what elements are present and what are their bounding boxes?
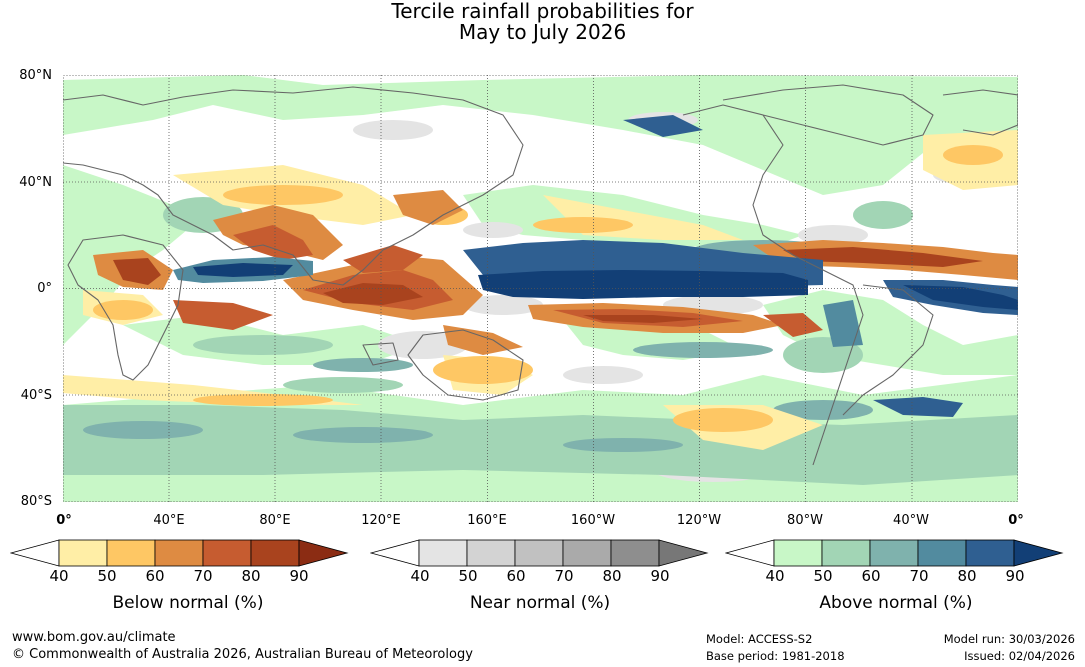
above-tick: 60 xyxy=(861,567,881,585)
lon-label-120w: 120°W xyxy=(676,513,722,528)
above-colorbar-segment xyxy=(917,539,967,567)
near-colorbar-segment xyxy=(514,539,564,567)
model-name: Model: ACCESS-S2 xyxy=(706,632,813,646)
above-tick: 50 xyxy=(813,567,833,585)
lat-label-80n: 80°N xyxy=(19,68,52,83)
near-tick: 90 xyxy=(650,567,670,585)
below-colorbar-segment xyxy=(106,539,156,567)
below-tick: 90 xyxy=(289,567,309,585)
near-tick: 70 xyxy=(554,567,574,585)
above-tick: 90 xyxy=(1005,567,1025,585)
source-url: www.bom.gov.au/climate xyxy=(12,630,176,645)
chart-title-line2: May to July 2026 xyxy=(458,20,627,44)
copyright: © Commonwealth of Australia 2026, Austra… xyxy=(12,647,473,662)
below-tick: 50 xyxy=(97,567,117,585)
near-normal-colorbar xyxy=(370,539,709,567)
lon-label-160e: 160°E xyxy=(467,513,507,528)
above-tick: 40 xyxy=(765,567,785,585)
lon-label-120e: 120°E xyxy=(361,513,401,528)
near-normal-label: Near normal (%) xyxy=(469,593,611,613)
above-colorbar-high-arrow xyxy=(1013,539,1064,567)
near-colorbar-segment xyxy=(418,539,468,567)
model-run-date: Model run: 30/03/2026 xyxy=(943,632,1075,646)
lon-label-80w: 80°W xyxy=(787,513,823,528)
above-colorbar-segment xyxy=(821,539,871,567)
lat-label-40n: 40°N xyxy=(19,175,52,190)
below-colorbar-segment xyxy=(154,539,204,567)
above-colorbar-segment xyxy=(773,539,823,567)
chart-title-line1: Tercile rainfall probabilities for xyxy=(391,0,694,23)
below-colorbar-segment xyxy=(202,539,252,567)
lon-label-80e: 80°E xyxy=(259,513,291,528)
below-colorbar-high-arrow xyxy=(298,539,349,567)
below-colorbar-segment xyxy=(58,539,108,567)
near-colorbar-segment xyxy=(466,539,516,567)
above-normal-colorbar xyxy=(725,539,1064,567)
lat-label-80s: 80°S xyxy=(20,494,52,509)
below-colorbar-segment xyxy=(250,539,300,567)
above-colorbar-low-arrow xyxy=(725,539,775,567)
above-tick: 80 xyxy=(957,567,977,585)
near-colorbar-low-arrow xyxy=(370,539,420,567)
below-tick: 40 xyxy=(49,567,69,585)
below-tick: 80 xyxy=(241,567,261,585)
below-normal-strong-regions xyxy=(93,190,1018,355)
graticule xyxy=(63,75,1018,502)
lon-label-40e: 40°E xyxy=(153,513,185,528)
near-colorbar-high-arrow xyxy=(658,539,709,567)
below-normal-colorbar xyxy=(10,539,349,567)
lat-label-40s: 40°S xyxy=(20,388,52,403)
below-tick: 60 xyxy=(145,567,165,585)
lon-label-0-right: 0° xyxy=(1008,513,1024,528)
lon-label-40w: 40°W xyxy=(893,513,929,528)
above-normal-label: Above normal (%) xyxy=(819,593,973,613)
coastlines xyxy=(63,84,1018,466)
above-tick: 70 xyxy=(909,567,929,585)
lon-label-160w: 160°W xyxy=(570,513,616,528)
above-colorbar-segment xyxy=(869,539,919,567)
near-colorbar-segment xyxy=(610,539,660,567)
near-tick: 60 xyxy=(506,567,526,585)
lon-label-0-left: 0° xyxy=(56,513,72,528)
below-tick: 70 xyxy=(193,567,213,585)
issued-date: Issued: 02/04/2026 xyxy=(964,649,1075,663)
below-colorbar-low-arrow xyxy=(10,539,60,567)
near-tick: 80 xyxy=(602,567,622,585)
near-tick: 50 xyxy=(458,567,478,585)
near-tick: 40 xyxy=(410,567,430,585)
above-normal-strong-regions xyxy=(173,115,1018,417)
near-colorbar-segment xyxy=(562,539,612,567)
rainfall-probability-map xyxy=(63,75,1018,502)
above-colorbar-segment xyxy=(965,539,1015,567)
below-normal-label: Below normal (%) xyxy=(112,593,264,613)
base-period: Base period: 1981-2018 xyxy=(706,649,845,663)
lat-label-equator: 0° xyxy=(37,281,52,296)
below-normal-mid-regions xyxy=(93,145,1003,432)
